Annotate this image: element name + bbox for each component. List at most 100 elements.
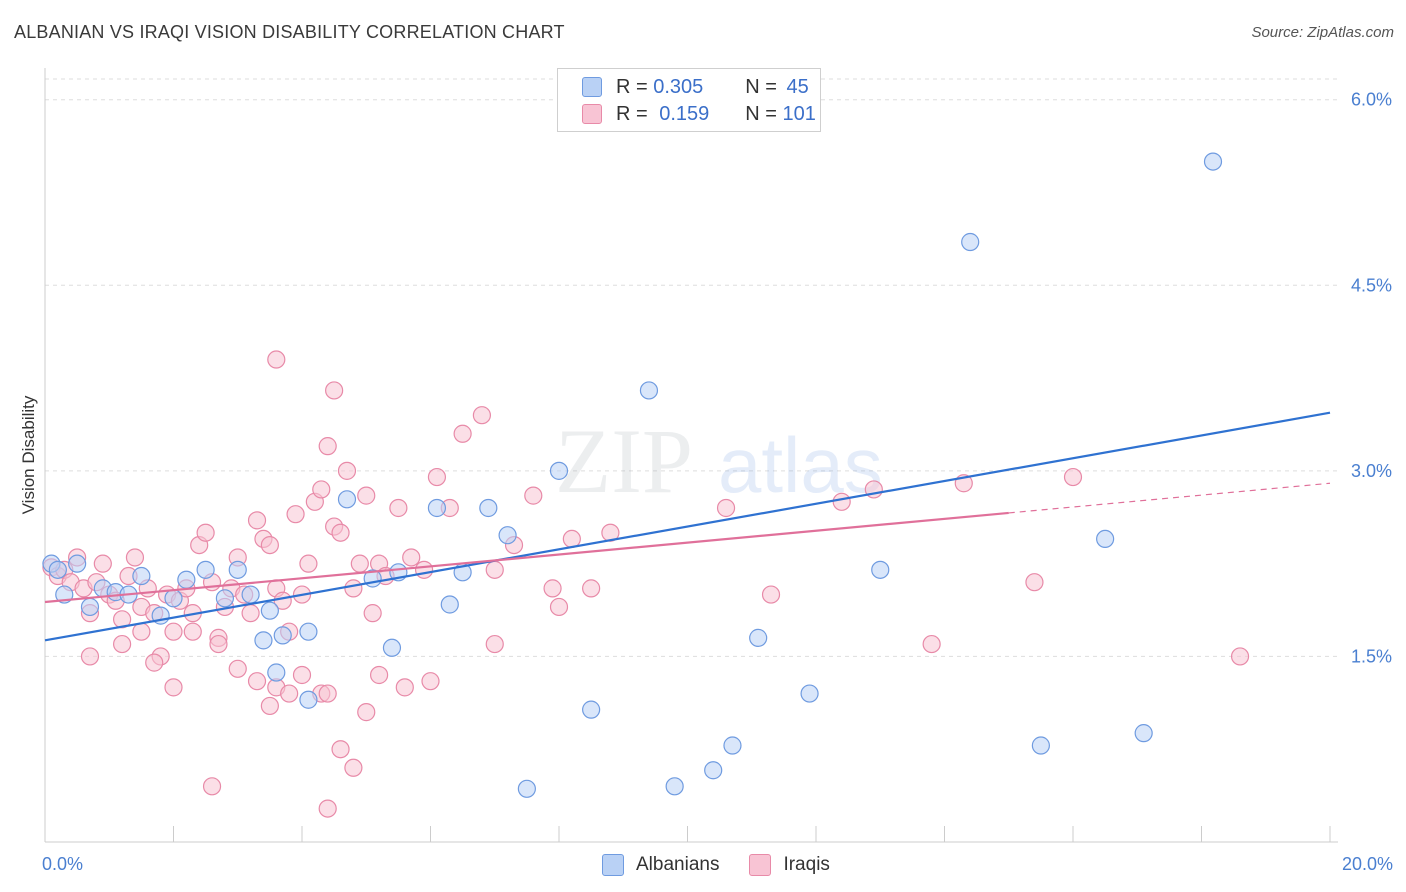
iraqi-point <box>312 480 331 499</box>
albanian-point <box>961 232 980 252</box>
albanian-point <box>177 570 196 589</box>
albanian-point <box>1134 724 1153 743</box>
albanian-point <box>517 779 536 798</box>
iraqi-point <box>716 498 736 518</box>
albanian-point <box>299 690 318 709</box>
albanian-trend-line <box>44 411 1331 642</box>
iraqi-point <box>164 678 183 697</box>
albanian-point <box>665 777 684 796</box>
iraqi-point <box>453 424 472 443</box>
iraqi-point <box>421 672 440 691</box>
iraqi-point <box>260 535 279 555</box>
legend-n-value: 45 <box>786 75 809 98</box>
iraqi-point <box>132 622 151 641</box>
iraqi-point <box>241 604 260 623</box>
albanian-point <box>80 597 100 617</box>
iraqi-point <box>145 653 164 672</box>
albanian-point <box>68 554 87 573</box>
iraqi-point <box>1230 647 1250 666</box>
legend-n-label: N = <box>745 102 783 125</box>
iraqi-point <box>318 799 337 818</box>
stats-legend: R = 0.305 N = 45 R = 0.159 N = 101 <box>557 68 821 132</box>
iraqi-swatch <box>582 104 602 124</box>
iraqi-point <box>389 498 408 518</box>
iraqi-point <box>183 622 202 641</box>
iraqi-point <box>414 560 434 579</box>
iraqi-point <box>549 597 569 617</box>
iraqi-point <box>350 554 369 573</box>
iraqi-point <box>331 523 350 542</box>
albanian-point <box>549 461 569 480</box>
albanian-point <box>704 761 723 780</box>
iraqi-point <box>112 610 132 629</box>
iraqi-point <box>280 684 299 703</box>
albanian-point <box>582 700 601 719</box>
iraqi-point <box>267 350 286 369</box>
iraqi-trend-line <box>44 511 1009 604</box>
albanian-point <box>498 526 517 545</box>
albanian-point <box>1203 152 1223 171</box>
iraqi-point <box>318 684 337 703</box>
y-tick-label: 3.0% <box>1351 461 1392 481</box>
albanian-points <box>42 152 1223 798</box>
x-tick-label: 20.0% <box>1342 854 1393 874</box>
iraqi-point <box>402 548 421 567</box>
iraqi-point <box>286 505 305 524</box>
iraqi-point <box>344 758 363 777</box>
iraqi-point <box>292 665 312 685</box>
iraqi-point <box>357 703 376 722</box>
iraqi-point <box>363 604 382 623</box>
legend-n-value: 101 <box>782 102 816 125</box>
albanian-point <box>479 498 498 518</box>
iraqi-point <box>331 740 350 759</box>
albanian-point <box>164 589 183 608</box>
albanian-point <box>260 601 279 620</box>
iraqi-point <box>1063 467 1083 487</box>
chart-title: ALBANIAN VS IRAQI VISION DISABILITY CORR… <box>14 22 565 42</box>
iraqi-point <box>543 579 562 598</box>
albanian-point <box>639 381 659 400</box>
iraqi-point <box>370 665 389 685</box>
legend-r-value: 0.159 <box>659 102 710 125</box>
iraqi-point <box>485 634 504 654</box>
albanian-point <box>1096 529 1115 549</box>
albanian-point <box>800 684 819 703</box>
iraqi-point <box>395 678 414 697</box>
albanian-point <box>723 736 742 755</box>
iraqi-point <box>299 554 318 573</box>
albanian-point <box>254 631 273 650</box>
iraqi-point <box>427 467 447 487</box>
iraqi-point <box>1025 573 1044 592</box>
iraqi-trend-extension <box>1008 482 1331 514</box>
trend-lines <box>44 411 1331 642</box>
albanian-swatch <box>582 77 602 97</box>
albanian-point <box>1031 736 1050 755</box>
iraqi-point <box>125 548 145 567</box>
albanian-point <box>267 663 286 682</box>
albanian-point <box>440 595 459 614</box>
iraqi-point <box>164 622 183 641</box>
iraqi-point <box>832 492 851 511</box>
albanian-point <box>382 638 402 657</box>
y-tick-label: 6.0% <box>1351 90 1392 110</box>
iraqi-point <box>357 486 376 505</box>
albanian-legend-swatch <box>602 854 624 876</box>
albanian-point <box>337 490 357 509</box>
albanian-point <box>241 585 260 604</box>
iraqi-point <box>922 634 941 654</box>
legend-albanians-label: Albanians <box>636 854 720 875</box>
iraqi-point <box>209 634 228 654</box>
iraqi-point <box>228 659 247 678</box>
legend-row-albanians: R = 0.305 N = 45 <box>582 75 809 99</box>
tick-labels: 1.5% 3.0% 4.5% 6.0% 0.0% 20.0% <box>42 90 1393 874</box>
legend-item-iraqis: Iraqis <box>749 854 830 876</box>
iraqi-point <box>472 406 491 425</box>
legend-n-label: N = <box>745 75 783 98</box>
series-legend: Albanians Iraqis <box>602 852 860 878</box>
albanian-point <box>215 589 234 608</box>
y-axis-title: Vision Disability <box>19 395 38 514</box>
iraqi-point <box>196 523 215 542</box>
y-tick-label: 1.5% <box>1351 646 1392 666</box>
x-tick-label: 0.0% <box>42 854 83 874</box>
